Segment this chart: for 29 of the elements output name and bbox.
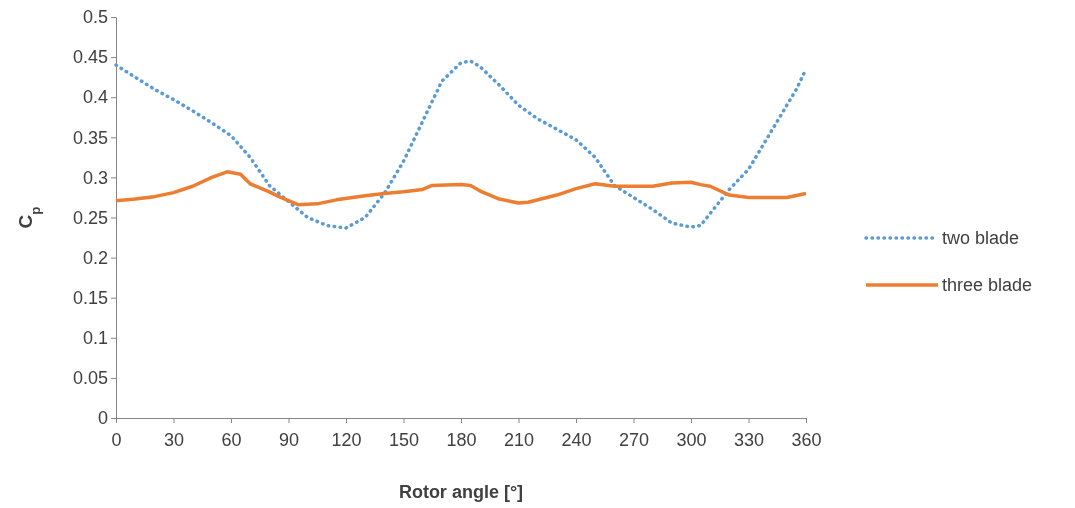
line-series [114, 170, 808, 207]
x-tick-label: 300 [676, 429, 707, 450]
y-tick-label: 0 [97, 408, 108, 429]
y-tick-label: 0.05 [72, 368, 108, 389]
x-tick-label: 60 [221, 429, 242, 450]
x-axis-title: Rotor angle [°] [398, 482, 524, 502]
x-tick-label: 180 [446, 429, 477, 450]
y-tick-label: 0.35 [72, 127, 108, 148]
y-tick-label: 0.45 [72, 47, 108, 68]
y-tick-label: 0.5 [82, 7, 108, 28]
legend-label: two blade [942, 228, 1020, 249]
x-tick-label: 30 [163, 429, 185, 450]
x-tick-label: 120 [331, 429, 362, 450]
y-tick-label: 0.1 [82, 328, 108, 349]
y-tick-label: 0.4 [82, 87, 108, 108]
x-tick-label: 240 [561, 429, 592, 450]
y-tick-label: 0.15 [72, 287, 108, 308]
legend-label: three blade [942, 275, 1033, 296]
x-tick-label: 270 [618, 429, 650, 450]
y-tick-label: 0.2 [82, 247, 108, 268]
x-tick-label: 210 [503, 429, 535, 450]
y-tick-label: 0.25 [72, 207, 108, 228]
y-tick-label: 0.3 [82, 167, 108, 188]
x-tick-label: 150 [388, 429, 420, 450]
x-tick-label: 360 [791, 429, 822, 450]
x-tick-label: 90 [278, 429, 300, 450]
x-tick-label: 0 [111, 429, 122, 450]
line-series [114, 59, 808, 230]
x-tick-label: 330 [733, 429, 765, 450]
